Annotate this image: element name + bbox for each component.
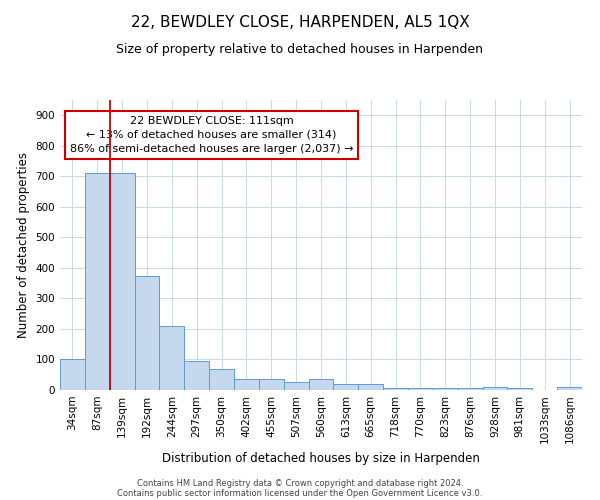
Bar xyxy=(110,174,134,390)
Bar xyxy=(184,361,209,390)
Bar xyxy=(408,388,433,390)
Text: Size of property relative to detached houses in Harpenden: Size of property relative to detached ho… xyxy=(116,42,484,56)
Bar xyxy=(482,387,508,390)
Bar xyxy=(234,380,259,390)
Text: Contains HM Land Registry data © Crown copyright and database right 2024.: Contains HM Land Registry data © Crown c… xyxy=(137,478,463,488)
Bar xyxy=(383,388,408,390)
Text: 22 BEWDLEY CLOSE: 111sqm
← 13% of detached houses are smaller (314)
86% of semi-: 22 BEWDLEY CLOSE: 111sqm ← 13% of detach… xyxy=(70,116,353,154)
Bar xyxy=(308,380,334,390)
Text: 22, BEWDLEY CLOSE, HARPENDEN, AL5 1QX: 22, BEWDLEY CLOSE, HARPENDEN, AL5 1QX xyxy=(131,15,469,30)
Bar xyxy=(85,174,110,390)
Y-axis label: Number of detached properties: Number of detached properties xyxy=(17,152,30,338)
Bar xyxy=(557,387,582,390)
Bar xyxy=(508,388,532,390)
Bar xyxy=(209,368,234,390)
Bar xyxy=(284,382,308,390)
Bar xyxy=(160,326,184,390)
Bar xyxy=(458,388,482,390)
Bar xyxy=(259,380,284,390)
Bar xyxy=(334,384,358,390)
X-axis label: Distribution of detached houses by size in Harpenden: Distribution of detached houses by size … xyxy=(162,452,480,465)
Text: Contains public sector information licensed under the Open Government Licence v3: Contains public sector information licen… xyxy=(118,488,482,498)
Bar xyxy=(433,388,458,390)
Bar xyxy=(134,276,160,390)
Bar xyxy=(358,384,383,390)
Bar xyxy=(60,360,85,390)
